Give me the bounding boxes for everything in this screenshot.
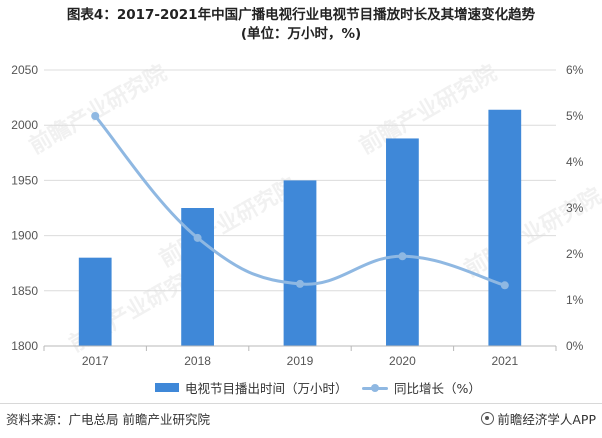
chart-title-line-1: 图表4：2017-2021年中国广播电视行业电视节目播放时长及其增速变化趋势 [66, 7, 536, 23]
legend-item-bar[interactable]: 电视节目播出时间（万小时） [155, 378, 348, 397]
x-tick-label: 2017 [82, 354, 109, 368]
growth-point [398, 252, 407, 261]
brand-logo-icon [481, 412, 495, 425]
y-right-tick-label: 5% [566, 109, 584, 123]
chart-title: 图表4：2017-2021年中国广播电视行业电视节目播放时长及其增速变化趋势 (… [0, 6, 602, 44]
growth-point [296, 279, 304, 288]
y-right-tick-label: 1% [566, 293, 584, 307]
y-right-tick-label: 6% [566, 63, 584, 77]
bar [386, 138, 419, 346]
growth-line-series [91, 112, 509, 290]
y-left-tick-label: 2050 [11, 63, 38, 77]
growth-point [500, 281, 509, 290]
y-left-tick-label: 1800 [11, 339, 38, 353]
legend-bar-label: 电视节目播出时间（万小时） [185, 381, 348, 396]
footer-brand-label: 前瞻经济学人APP [497, 412, 596, 427]
y-left-tick-label: 1950 [11, 173, 38, 187]
legend-item-line[interactable]: 同比增长（%） [362, 378, 481, 397]
x-tick-label: 2019 [287, 354, 314, 368]
y-right-tick-label: 2% [566, 247, 584, 261]
legend: 电视节目播出时间（万小时） 同比增长（%） [0, 378, 602, 396]
legend-line-swatch-icon [362, 382, 388, 394]
chart-title-line-2: (单位：万小时，%) [240, 26, 362, 42]
footer-divider [0, 403, 602, 404]
x-tick-label: 2021 [491, 354, 518, 368]
bar [283, 180, 317, 346]
x-tick-label: 2018 [184, 354, 211, 368]
y-left-tick-label: 1850 [11, 284, 38, 298]
legend-line-label: 同比增长（%） [394, 381, 481, 396]
y-left-tick-label: 1900 [11, 229, 38, 243]
x-tick-label: 2020 [389, 354, 416, 368]
growth-point [193, 233, 202, 242]
footer-brand[interactable]: 前瞻经济学人APP [481, 409, 596, 428]
bar [181, 208, 214, 346]
y-right-tick-label: 3% [566, 201, 584, 215]
footer-source: 资料来源：广电总局 前瞻产业研究院 [6, 412, 210, 427]
legend-bar-swatch-icon [155, 383, 179, 392]
y-left-tick-label: 2000 [11, 118, 38, 132]
growth-point [91, 112, 100, 120]
axes: 1800 1850 1900 1950 2000 2050 0% 1% 2% 3% 4% 5% 6% 20… [11, 63, 583, 368]
bar [488, 109, 522, 346]
y-right-tick-label: 0% [566, 339, 584, 353]
bar [78, 257, 112, 346]
y-right-tick-label: 4% [566, 155, 584, 169]
bar-series [78, 109, 522, 346]
legend-line-marker [371, 383, 379, 392]
